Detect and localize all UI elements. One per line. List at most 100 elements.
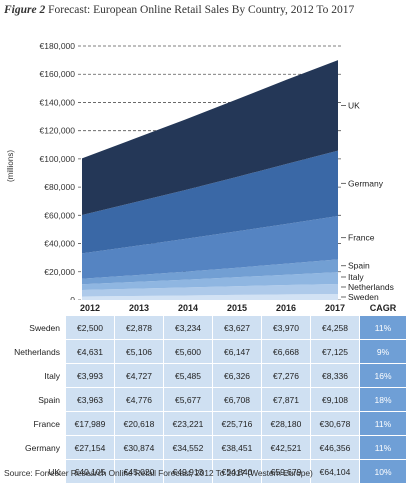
table-cell: €4,631	[65, 339, 115, 364]
table-cagr-cell: 16%	[359, 363, 407, 388]
table-cell: €30,874	[114, 435, 164, 460]
table-cell: €28,180	[261, 411, 311, 436]
table-cell: €7,276	[261, 363, 311, 388]
table-cell: €23,221	[163, 411, 213, 436]
table-cagr-cell: 11%	[359, 315, 407, 340]
area-germany	[82, 150, 338, 254]
area-italy	[82, 272, 338, 290]
table-cell: €3,970	[261, 315, 311, 340]
series-label-italy: Italy	[348, 272, 364, 282]
y-tick-label: €120,000	[40, 126, 76, 136]
series-label-netherlands: Netherlands	[348, 282, 394, 292]
table-cell: €49,913	[163, 459, 213, 484]
table-row-header: Germany	[25, 442, 60, 453]
table-cell: €6,326	[212, 363, 262, 388]
series-label-uk: UK	[348, 100, 360, 110]
y-tick-label: €140,000	[40, 97, 76, 107]
table-cell: €4,727	[114, 363, 164, 388]
table-row: Italy €3,993 €4,727 €5,485 €6,326 €7,276 €8,33…	[4, 363, 407, 388]
table-row-header: Spain	[38, 394, 60, 405]
table-column-header: 2012	[65, 301, 115, 316]
data-table: 2012 2013 2014 2015 2016 2017 CAGR Sweden €2,50…	[4, 301, 407, 484]
table-cagr-cell: 11%	[359, 411, 407, 436]
table-cell: €45,020	[114, 459, 164, 484]
figure-title-text: Forecast: European Online Retail Sales B…	[48, 4, 355, 16]
table-cell: €7,125	[310, 339, 360, 364]
table-cell: €64,104	[310, 459, 360, 484]
table-cell: €4,258	[310, 315, 360, 340]
y-axis-label: (millions)	[6, 150, 15, 182]
table-cell: €5,106	[114, 339, 164, 364]
table-row-header: Italy	[44, 370, 60, 381]
table-column-header: 2016	[261, 301, 311, 316]
area-uk	[82, 60, 338, 216]
y-tick-label: 0	[70, 295, 75, 300]
table-body: Sweden €2,500 €2,878 €3,234 €3,627 €3,970 €4,2…	[4, 315, 407, 484]
table-cell: €40,105	[65, 459, 115, 484]
area-netherlands	[82, 283, 338, 297]
table-cell: €17,989	[65, 411, 115, 436]
area-france	[82, 216, 338, 279]
table-cell: €6,668	[261, 339, 311, 364]
table-cell: €59,679	[261, 459, 311, 484]
table-cell: €38,451	[212, 435, 262, 460]
table-header-corner	[4, 301, 66, 316]
table-cell: €5,600	[163, 339, 213, 364]
table-row: Netherlands €4,631 €5,106 €5,600 €6,147 €6,66…	[4, 339, 407, 364]
table-column-header: 2015	[212, 301, 262, 316]
table-cell: €3,993	[65, 363, 115, 388]
series-label-france: France	[348, 233, 375, 243]
table-cagr-cell: 9%	[359, 339, 407, 364]
table-cell: €6,147	[212, 339, 262, 364]
source-note: Source: Forrester Research Online Retail…	[4, 468, 313, 478]
table-row: Spain €3,963 €4,776 €5,677 €6,708 €7,871 €9,10…	[4, 387, 407, 412]
table-cell: €5,485	[163, 363, 213, 388]
table-cell: €25,716	[212, 411, 262, 436]
table-row-header: France	[33, 418, 60, 429]
y-tick-label: €100,000	[40, 154, 76, 164]
table-row: France €17,989 €20,618 €23,221 €25,716 €28,18…	[4, 411, 407, 436]
table-cell: €3,963	[65, 387, 115, 412]
table-cell: €46,356	[310, 435, 360, 460]
table-cell: €6,708	[212, 387, 262, 412]
table-cell: €9,108	[310, 387, 360, 412]
area-sweden	[82, 293, 338, 300]
table-column-header: 2017	[310, 301, 360, 316]
y-tick-label: €80,000	[44, 182, 75, 192]
table-cell: €20,618	[114, 411, 164, 436]
table-cell: €54,840	[212, 459, 262, 484]
table-cell: €2,500	[65, 315, 115, 340]
table-row-header: Netherlands	[14, 346, 60, 357]
table-row: Germany €27,154 €30,874 €34,552 €38,451 €42,5…	[4, 435, 407, 460]
table-cell: €34,552	[163, 435, 213, 460]
series-label-sweden: Sweden	[348, 292, 379, 300]
table-cagr-cell: 11%	[359, 435, 407, 460]
table-column-header: CAGR	[359, 301, 407, 316]
table-column-header: 2014	[163, 301, 213, 316]
y-tick-label: €160,000	[40, 69, 76, 79]
series-label-germany: Germany	[348, 178, 384, 188]
stacked-area-chart: 0 €20,000 €40,000 €60,000 €80,000 €100,000 €12…	[6, 41, 394, 300]
figure-title: Figure 2 Forecast: European Online Retai…	[4, 4, 354, 16]
area-spain	[82, 259, 338, 285]
y-tick-label: €20,000	[44, 267, 75, 277]
table-cell: €42,521	[261, 435, 311, 460]
table-cell: €7,871	[261, 387, 311, 412]
table-header-row: 2012 2013 2014 2015 2016 2017 CAGR	[4, 301, 407, 316]
table-cell: €8,336	[310, 363, 360, 388]
y-axis-ticks: 0 €20,000 €40,000 €60,000 €80,000 €100,000 €12…	[40, 41, 76, 300]
table-row-header: Sweden	[29, 322, 60, 333]
table-column-header: 2013	[114, 301, 164, 316]
table-cagr-cell: 10%	[359, 459, 407, 484]
table-cell: €30,678	[310, 411, 360, 436]
table-cell: €5,677	[163, 387, 213, 412]
y-tick-label: €180,000	[40, 41, 76, 51]
figure-number: Figure 2	[4, 4, 46, 16]
table-cell: €2,878	[114, 315, 164, 340]
table-row: Sweden €2,500 €2,878 €3,234 €3,627 €3,970 €4,2…	[4, 315, 407, 340]
y-tick-label: €60,000	[44, 210, 75, 220]
y-tick-label: €40,000	[44, 239, 75, 249]
table-cell: €3,627	[212, 315, 262, 340]
